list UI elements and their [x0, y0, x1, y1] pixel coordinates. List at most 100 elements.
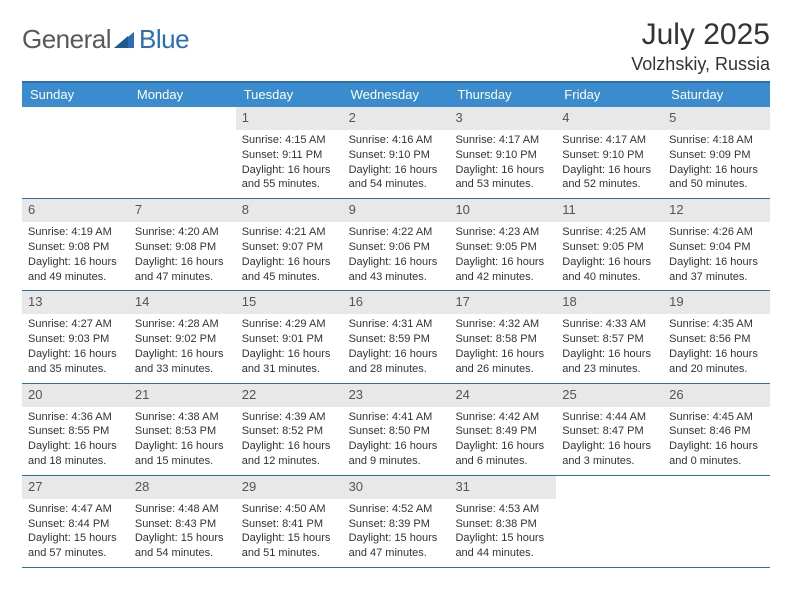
daynum-wrap: 16 — [343, 291, 450, 314]
daylight-line: Daylight: 16 hours and 43 minutes. — [349, 255, 444, 285]
daynum-wrap: 7 — [129, 199, 236, 222]
day-cell: 28Sunrise: 4:48 AMSunset: 8:43 PMDayligh… — [129, 476, 236, 567]
daylight-line: Daylight: 15 hours and 51 minutes. — [242, 531, 337, 561]
day-number: 23 — [349, 387, 363, 402]
daylight-line: Daylight: 16 hours and 15 minutes. — [135, 439, 230, 469]
sunrise-line: Sunrise: 4:45 AM — [669, 410, 764, 425]
sunrise-line: Sunrise: 4:38 AM — [135, 410, 230, 425]
sunset-line: Sunset: 8:41 PM — [242, 517, 337, 532]
location: Volzhskiy, Russia — [631, 54, 770, 75]
day-number: 17 — [455, 294, 469, 309]
day-number: 14 — [135, 294, 149, 309]
day-cell: 4Sunrise: 4:17 AMSunset: 9:10 PMDaylight… — [556, 107, 663, 198]
day-cell: 20Sunrise: 4:36 AMSunset: 8:55 PMDayligh… — [22, 384, 129, 475]
day-number: 24 — [455, 387, 469, 402]
day-number: 7 — [135, 202, 142, 217]
day-cell: 18 Sunrise: 4:33 AMSunset: 8:57 PMDayligh… — [556, 291, 663, 382]
day-number: 25 — [562, 387, 576, 402]
sunset-line: Sunset: 8:57 PM — [562, 332, 657, 347]
sunrise-line: Sunrise: 4:36 AM — [28, 410, 123, 425]
day-number: 9 — [349, 202, 356, 217]
sunset-line: Sunset: 8:47 PM — [562, 424, 657, 439]
sunrise-line: Sunrise: 4:33 AM — [562, 317, 657, 332]
daylight-line: Daylight: 16 hours and 23 minutes. — [562, 347, 657, 377]
daylight-line: Daylight: 16 hours and 28 minutes. — [349, 347, 444, 377]
daynum-wrap: 24 — [449, 384, 556, 407]
day-header: Sunday — [22, 83, 129, 107]
sunrise-line: Sunrise: 4:26 AM — [669, 225, 764, 240]
daynum-wrap: 4 — [556, 107, 663, 130]
day-cell: 9Sunrise: 4:22 AMSunset: 9:06 PMDaylight… — [343, 199, 450, 290]
day-number: 21 — [135, 387, 149, 402]
daynum-wrap: 20 — [22, 384, 129, 407]
day-number: 4 — [562, 110, 569, 125]
daylight-line: Daylight: 16 hours and 0 minutes. — [669, 439, 764, 469]
daylight-line: Daylight: 16 hours and 3 minutes. — [562, 439, 657, 469]
empty-cell — [556, 476, 663, 567]
day-number: 13 — [28, 294, 42, 309]
daynum-wrap: 21 — [129, 384, 236, 407]
sunset-line: Sunset: 9:11 PM — [242, 148, 337, 163]
daylight-line: Daylight: 15 hours and 47 minutes. — [349, 531, 444, 561]
sunrise-line: Sunrise: 4:41 AM — [349, 410, 444, 425]
sunset-line: Sunset: 8:44 PM — [28, 517, 123, 532]
daynum-wrap: 12 — [663, 199, 770, 222]
daylight-line: Daylight: 16 hours and 31 minutes. — [242, 347, 337, 377]
daynum-wrap: 26 — [663, 384, 770, 407]
day-cell: 3Sunrise: 4:17 AMSunset: 9:10 PMDaylight… — [449, 107, 556, 198]
day-cell: 22Sunrise: 4:39 AMSunset: 8:52 PMDayligh… — [236, 384, 343, 475]
daynum-wrap: 22 — [236, 384, 343, 407]
sunrise-line: Sunrise: 4:35 AM — [669, 317, 764, 332]
sunset-line: Sunset: 8:43 PM — [135, 517, 230, 532]
day-number: 16 — [349, 294, 363, 309]
sunset-line: Sunset: 9:07 PM — [242, 240, 337, 255]
day-header: Friday — [556, 83, 663, 107]
brand-triangle-icon — [114, 30, 136, 50]
daylight-line: Daylight: 16 hours and 47 minutes. — [135, 255, 230, 285]
day-header: Monday — [129, 83, 236, 107]
day-cell: 16Sunrise: 4:31 AMSunset: 8:59 PMDayligh… — [343, 291, 450, 382]
day-cell: 30Sunrise: 4:52 AMSunset: 8:39 PMDayligh… — [343, 476, 450, 567]
daynum-wrap: 14 — [129, 291, 236, 314]
sunset-line: Sunset: 8:56 PM — [669, 332, 764, 347]
day-number: 11 — [562, 202, 576, 217]
sunset-line: Sunset: 9:05 PM — [562, 240, 657, 255]
sunset-line: Sunset: 9:09 PM — [669, 148, 764, 163]
sunrise-line: Sunrise: 4:48 AM — [135, 502, 230, 517]
day-cell: 23Sunrise: 4:41 AMSunset: 8:50 PMDayligh… — [343, 384, 450, 475]
daynum-wrap: 18 — [556, 291, 663, 314]
sunrise-line: Sunrise: 4:42 AM — [455, 410, 550, 425]
daynum-wrap: 10 — [449, 199, 556, 222]
day-cell: 10Sunrise: 4:23 AMSunset: 9:05 PMDayligh… — [449, 199, 556, 290]
day-cell: 2Sunrise: 4:16 AMSunset: 9:10 PMDaylight… — [343, 107, 450, 198]
daynum-wrap: 2 — [343, 107, 450, 130]
daynum-wrap: 13 — [22, 291, 129, 314]
sunset-line: Sunset: 9:06 PM — [349, 240, 444, 255]
day-number: 6 — [28, 202, 35, 217]
title-block: July 2025 Volzhskiy, Russia — [631, 18, 770, 75]
daylight-line: Daylight: 16 hours and 37 minutes. — [669, 255, 764, 285]
sunrise-line: Sunrise: 4:28 AM — [135, 317, 230, 332]
daylight-line: Daylight: 16 hours and 33 minutes. — [135, 347, 230, 377]
day-number: 3 — [455, 110, 462, 125]
day-cell: 29Sunrise: 4:50 AMSunset: 8:41 PMDayligh… — [236, 476, 343, 567]
day-cell: 1Sunrise: 4:15 AMSunset: 9:11 PMDaylight… — [236, 107, 343, 198]
daynum-wrap: 30 — [343, 476, 450, 499]
sunset-line: Sunset: 9:08 PM — [135, 240, 230, 255]
sunset-line: Sunset: 8:49 PM — [455, 424, 550, 439]
day-cell: 24Sunrise: 4:42 AMSunset: 8:49 PMDayligh… — [449, 384, 556, 475]
sunrise-line: Sunrise: 4:23 AM — [455, 225, 550, 240]
daylight-line: Daylight: 15 hours and 44 minutes. — [455, 531, 550, 561]
month-title: July 2025 — [631, 18, 770, 52]
daylight-line: Daylight: 16 hours and 54 minutes. — [349, 163, 444, 193]
sunset-line: Sunset: 9:03 PM — [28, 332, 123, 347]
header: General Blue July 2025 Volzhskiy, Russia — [22, 18, 770, 75]
day-number: 1 — [242, 110, 249, 125]
day-cell: 11Sunrise: 4:25 AMSunset: 9:05 PMDayligh… — [556, 199, 663, 290]
daylight-line: Daylight: 16 hours and 12 minutes. — [242, 439, 337, 469]
day-number: 19 — [669, 294, 683, 309]
day-number: 5 — [669, 110, 676, 125]
day-cell: 13Sunrise: 4:27 AMSunset: 9:03 PMDayligh… — [22, 291, 129, 382]
brand-part2: Blue — [139, 24, 189, 55]
day-number: 29 — [242, 479, 256, 494]
